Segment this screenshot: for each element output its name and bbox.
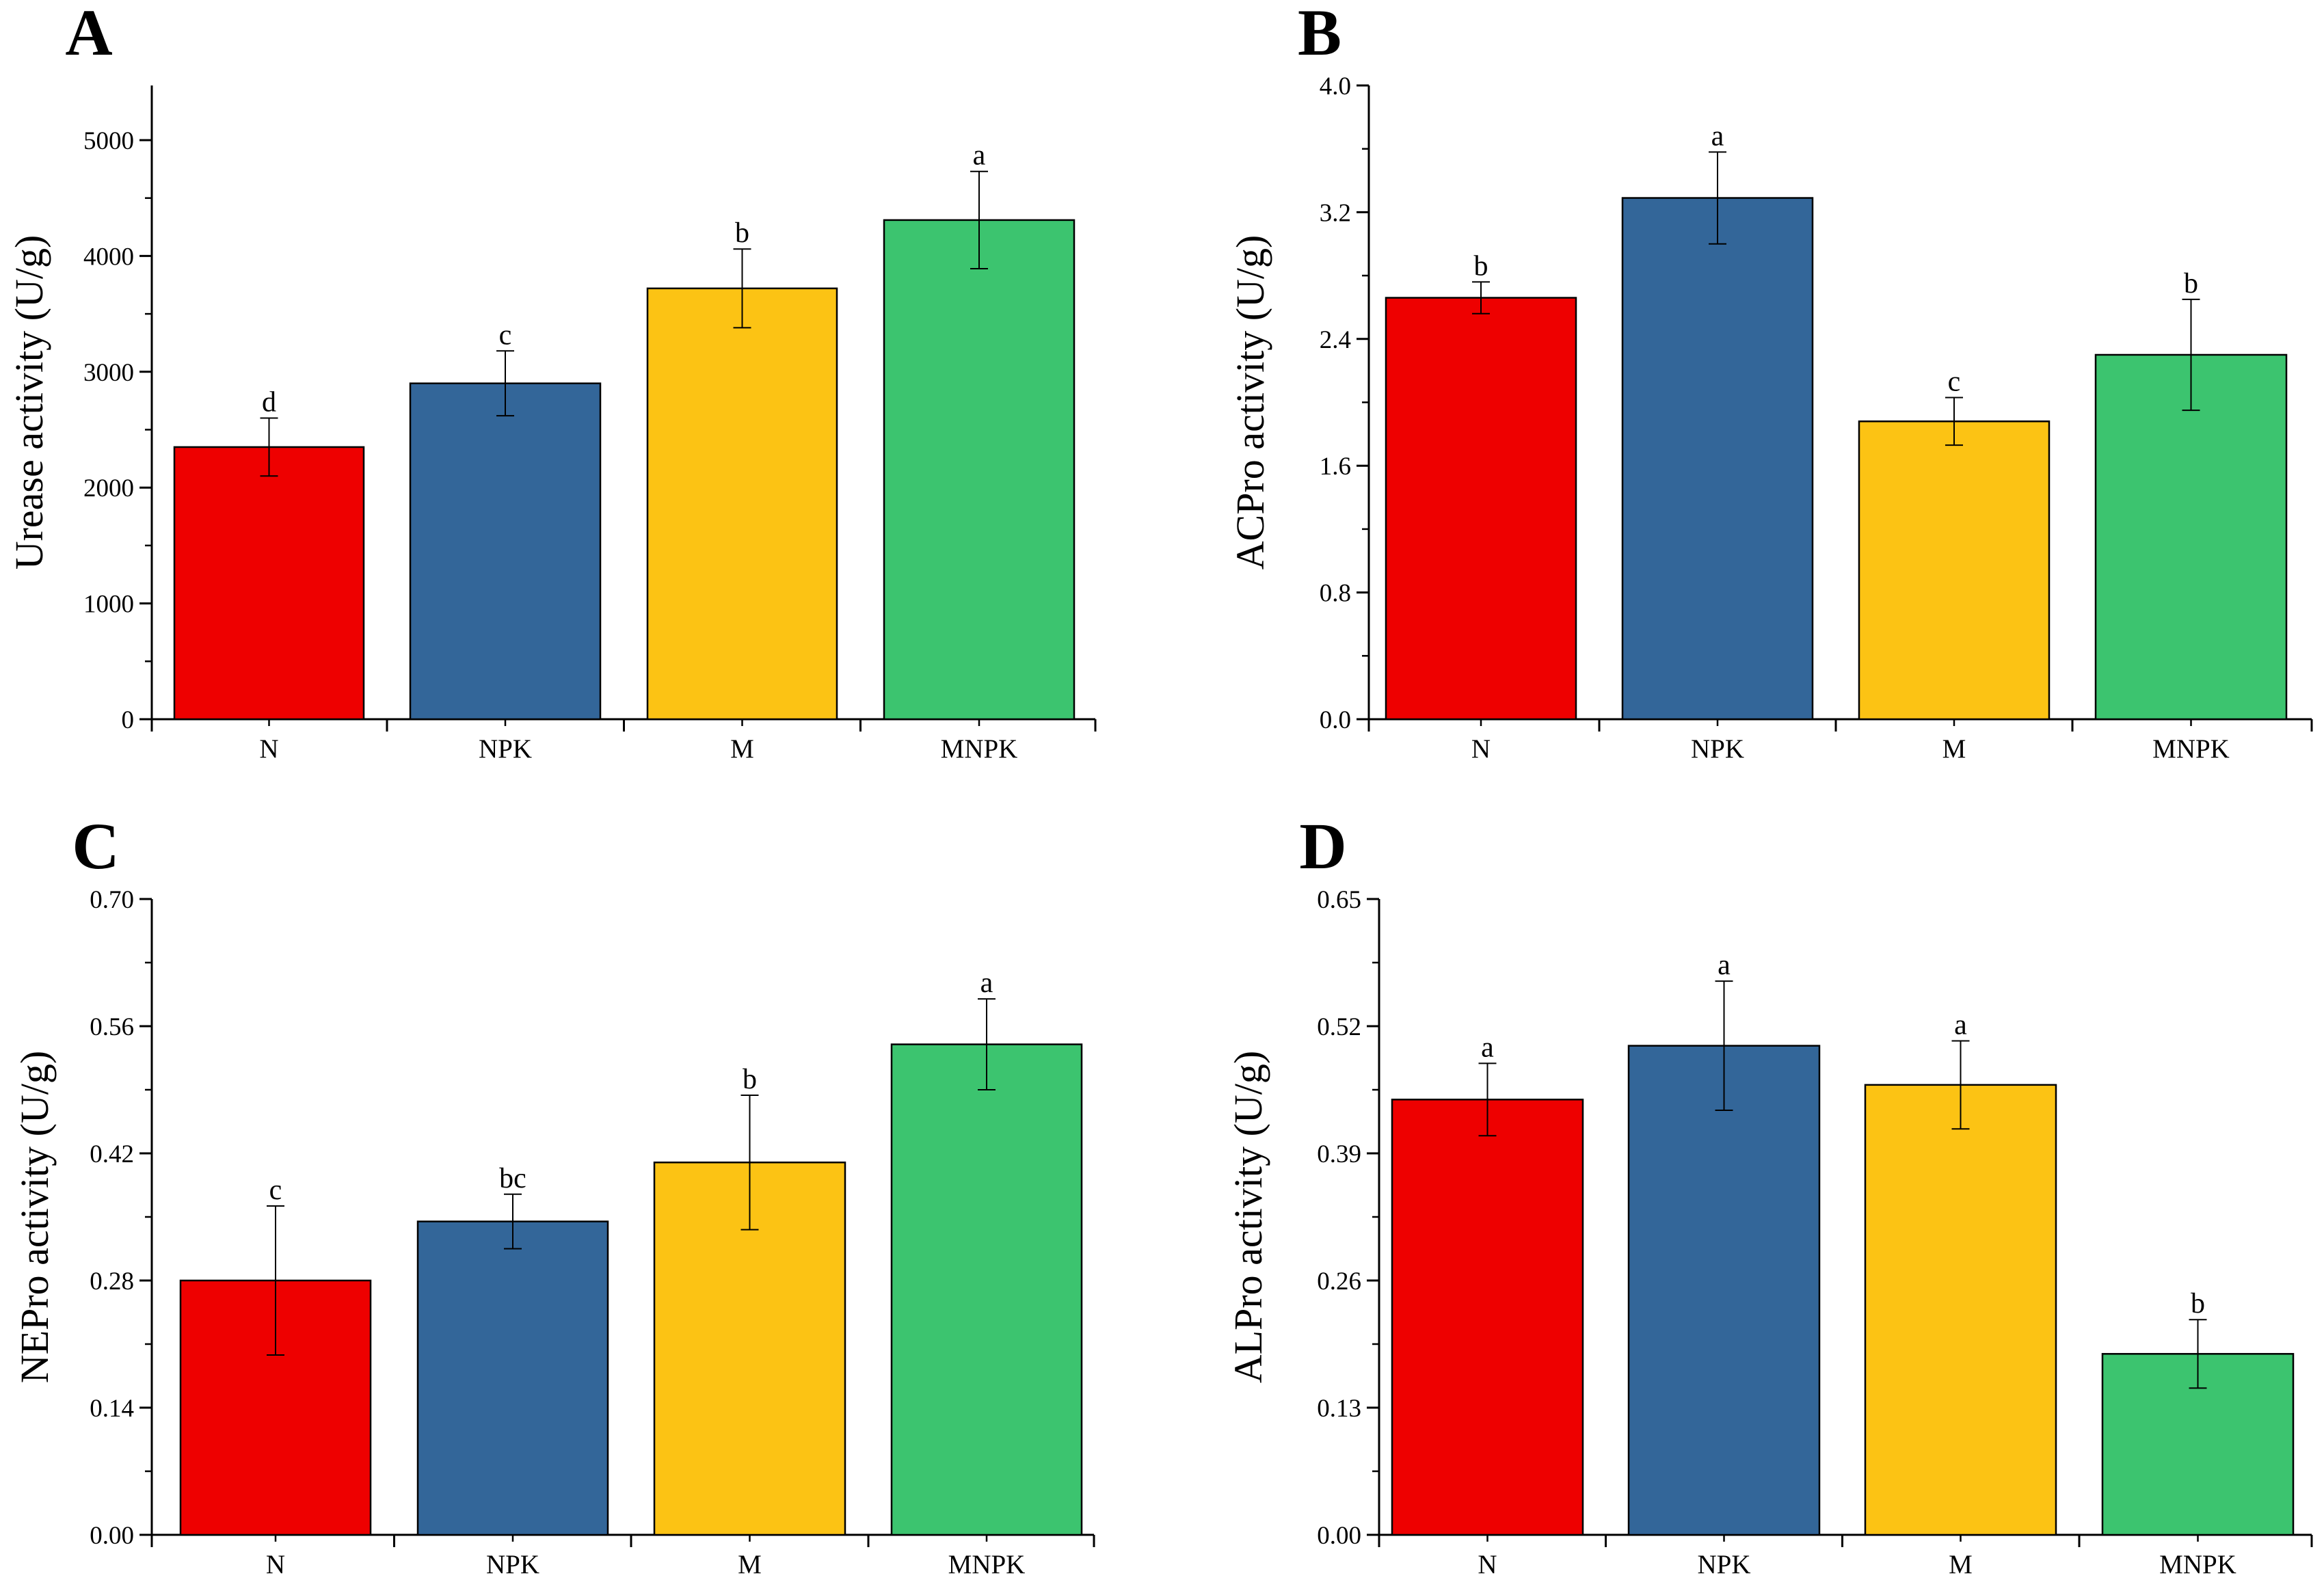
y-tick-label: 0.42 xyxy=(90,1140,134,1168)
y-tick-label: 0.0 xyxy=(1320,706,1351,734)
significance-label: a xyxy=(973,140,986,172)
x-category-label: M xyxy=(1942,734,1966,764)
bar xyxy=(1391,1099,1584,1536)
y-tick-label: 5000 xyxy=(83,127,134,155)
significance-label: d xyxy=(262,387,276,418)
x-category-label: MNPK xyxy=(2159,1550,2236,1579)
y-tick-label: 0.28 xyxy=(90,1268,134,1296)
x-category-label: N xyxy=(259,734,278,764)
significance-label: c xyxy=(499,319,512,351)
y-tick-label: 0.52 xyxy=(1317,1013,1361,1041)
y-tick-label: 3.2 xyxy=(1320,199,1351,227)
y-axis-label: NEPro activity (U/g) xyxy=(12,1051,57,1383)
significance-label: a xyxy=(1954,1009,1967,1041)
panel-letter: B xyxy=(1298,0,1341,69)
x-category-label: NPK xyxy=(486,1550,539,1579)
x-category-label: NPK xyxy=(1697,1550,1750,1579)
y-tick-label: 0.00 xyxy=(90,1522,134,1550)
x-category-label: MNPK xyxy=(948,1550,1026,1579)
y-tick-label: 2000 xyxy=(83,474,134,502)
y-axis-label: ALPro activity (U/g) xyxy=(1226,1051,1270,1383)
significance-label: a xyxy=(980,967,993,999)
x-category-label: MNPK xyxy=(2152,734,2230,764)
y-tick-label: 0 xyxy=(122,706,135,734)
bar xyxy=(179,1279,372,1536)
significance-label: b xyxy=(1474,250,1488,282)
y-tick-label: 0.8 xyxy=(1320,580,1351,608)
bar xyxy=(890,1043,1083,1536)
significance-label: b xyxy=(2191,1288,2205,1319)
y-tick-label: 0.56 xyxy=(90,1013,134,1041)
bar xyxy=(173,446,365,721)
x-category-label: M xyxy=(738,1550,762,1579)
bar xyxy=(1858,420,2051,721)
panel-b: B 0.0 0.8 1.6 2.4 3.2 4.0 ACPro activity (U/g) N… xyxy=(1228,0,2313,764)
x-category-label: MNPK xyxy=(941,734,1018,764)
significance-label: a xyxy=(1718,950,1731,981)
bar xyxy=(1864,1084,2057,1536)
x-category-label: NPK xyxy=(1691,734,1744,764)
y-tick-label: 2.4 xyxy=(1320,326,1351,354)
y-axis-label: Urease activity (U/g) xyxy=(7,235,51,570)
y-tick-label: 1.6 xyxy=(1320,453,1351,481)
bar xyxy=(409,382,602,721)
bar xyxy=(1621,197,1814,721)
significance-label: b xyxy=(743,1064,757,1095)
significance-label: c xyxy=(269,1175,282,1206)
y-tick-label: 3000 xyxy=(83,359,134,387)
y-tick-label: 0.14 xyxy=(90,1395,134,1423)
panel-d: D 0.00 0.13 0.26 0.39 0.52 0.65 ALPro activity … xyxy=(1226,809,2313,1579)
y-axis-label: ACPro activity (U/g) xyxy=(1228,235,1272,570)
x-category-label: NPK xyxy=(479,734,532,764)
significance-label: a xyxy=(1711,120,1724,152)
x-category-label: M xyxy=(1949,1550,1973,1579)
y-tick-label: 4000 xyxy=(83,243,134,271)
y-tick-label: 0.26 xyxy=(1317,1268,1361,1296)
panel-c: C 0.00 0.14 0.28 0.42 0.56 0.70 NEPro activity … xyxy=(12,809,1095,1579)
x-category-label: N xyxy=(1471,734,1491,764)
significance-label: b xyxy=(2184,268,2198,299)
y-tick-label: 4.0 xyxy=(1320,72,1351,100)
y-tick-label: 0.39 xyxy=(1317,1140,1361,1168)
y-tick-label: 0.70 xyxy=(90,886,134,914)
bar xyxy=(883,219,1076,721)
bar xyxy=(2094,353,2288,721)
bar xyxy=(1385,297,1577,721)
panel-a: A 0 1000 2000 3000 4000 5000 Urease activity (U… xyxy=(7,0,1097,764)
bar xyxy=(1627,1045,1821,1536)
panel-letter: A xyxy=(65,0,112,69)
panel-letter: D xyxy=(1299,809,1346,883)
panel-letter: C xyxy=(72,809,119,883)
significance-label: a xyxy=(1481,1032,1494,1063)
y-tick-label: 0.00 xyxy=(1317,1522,1361,1550)
y-tick-label: 1000 xyxy=(83,591,134,619)
significance-label: c xyxy=(1948,366,1961,398)
x-category-label: N xyxy=(1478,1550,1497,1579)
x-category-label: M xyxy=(730,734,754,764)
x-category-label: N xyxy=(266,1550,285,1579)
y-tick-label: 0.65 xyxy=(1317,886,1361,914)
bar xyxy=(416,1220,609,1536)
significance-label: b xyxy=(735,217,749,249)
y-tick-label: 0.13 xyxy=(1317,1395,1361,1423)
bar xyxy=(646,287,838,721)
significance-label: bc xyxy=(499,1163,526,1194)
